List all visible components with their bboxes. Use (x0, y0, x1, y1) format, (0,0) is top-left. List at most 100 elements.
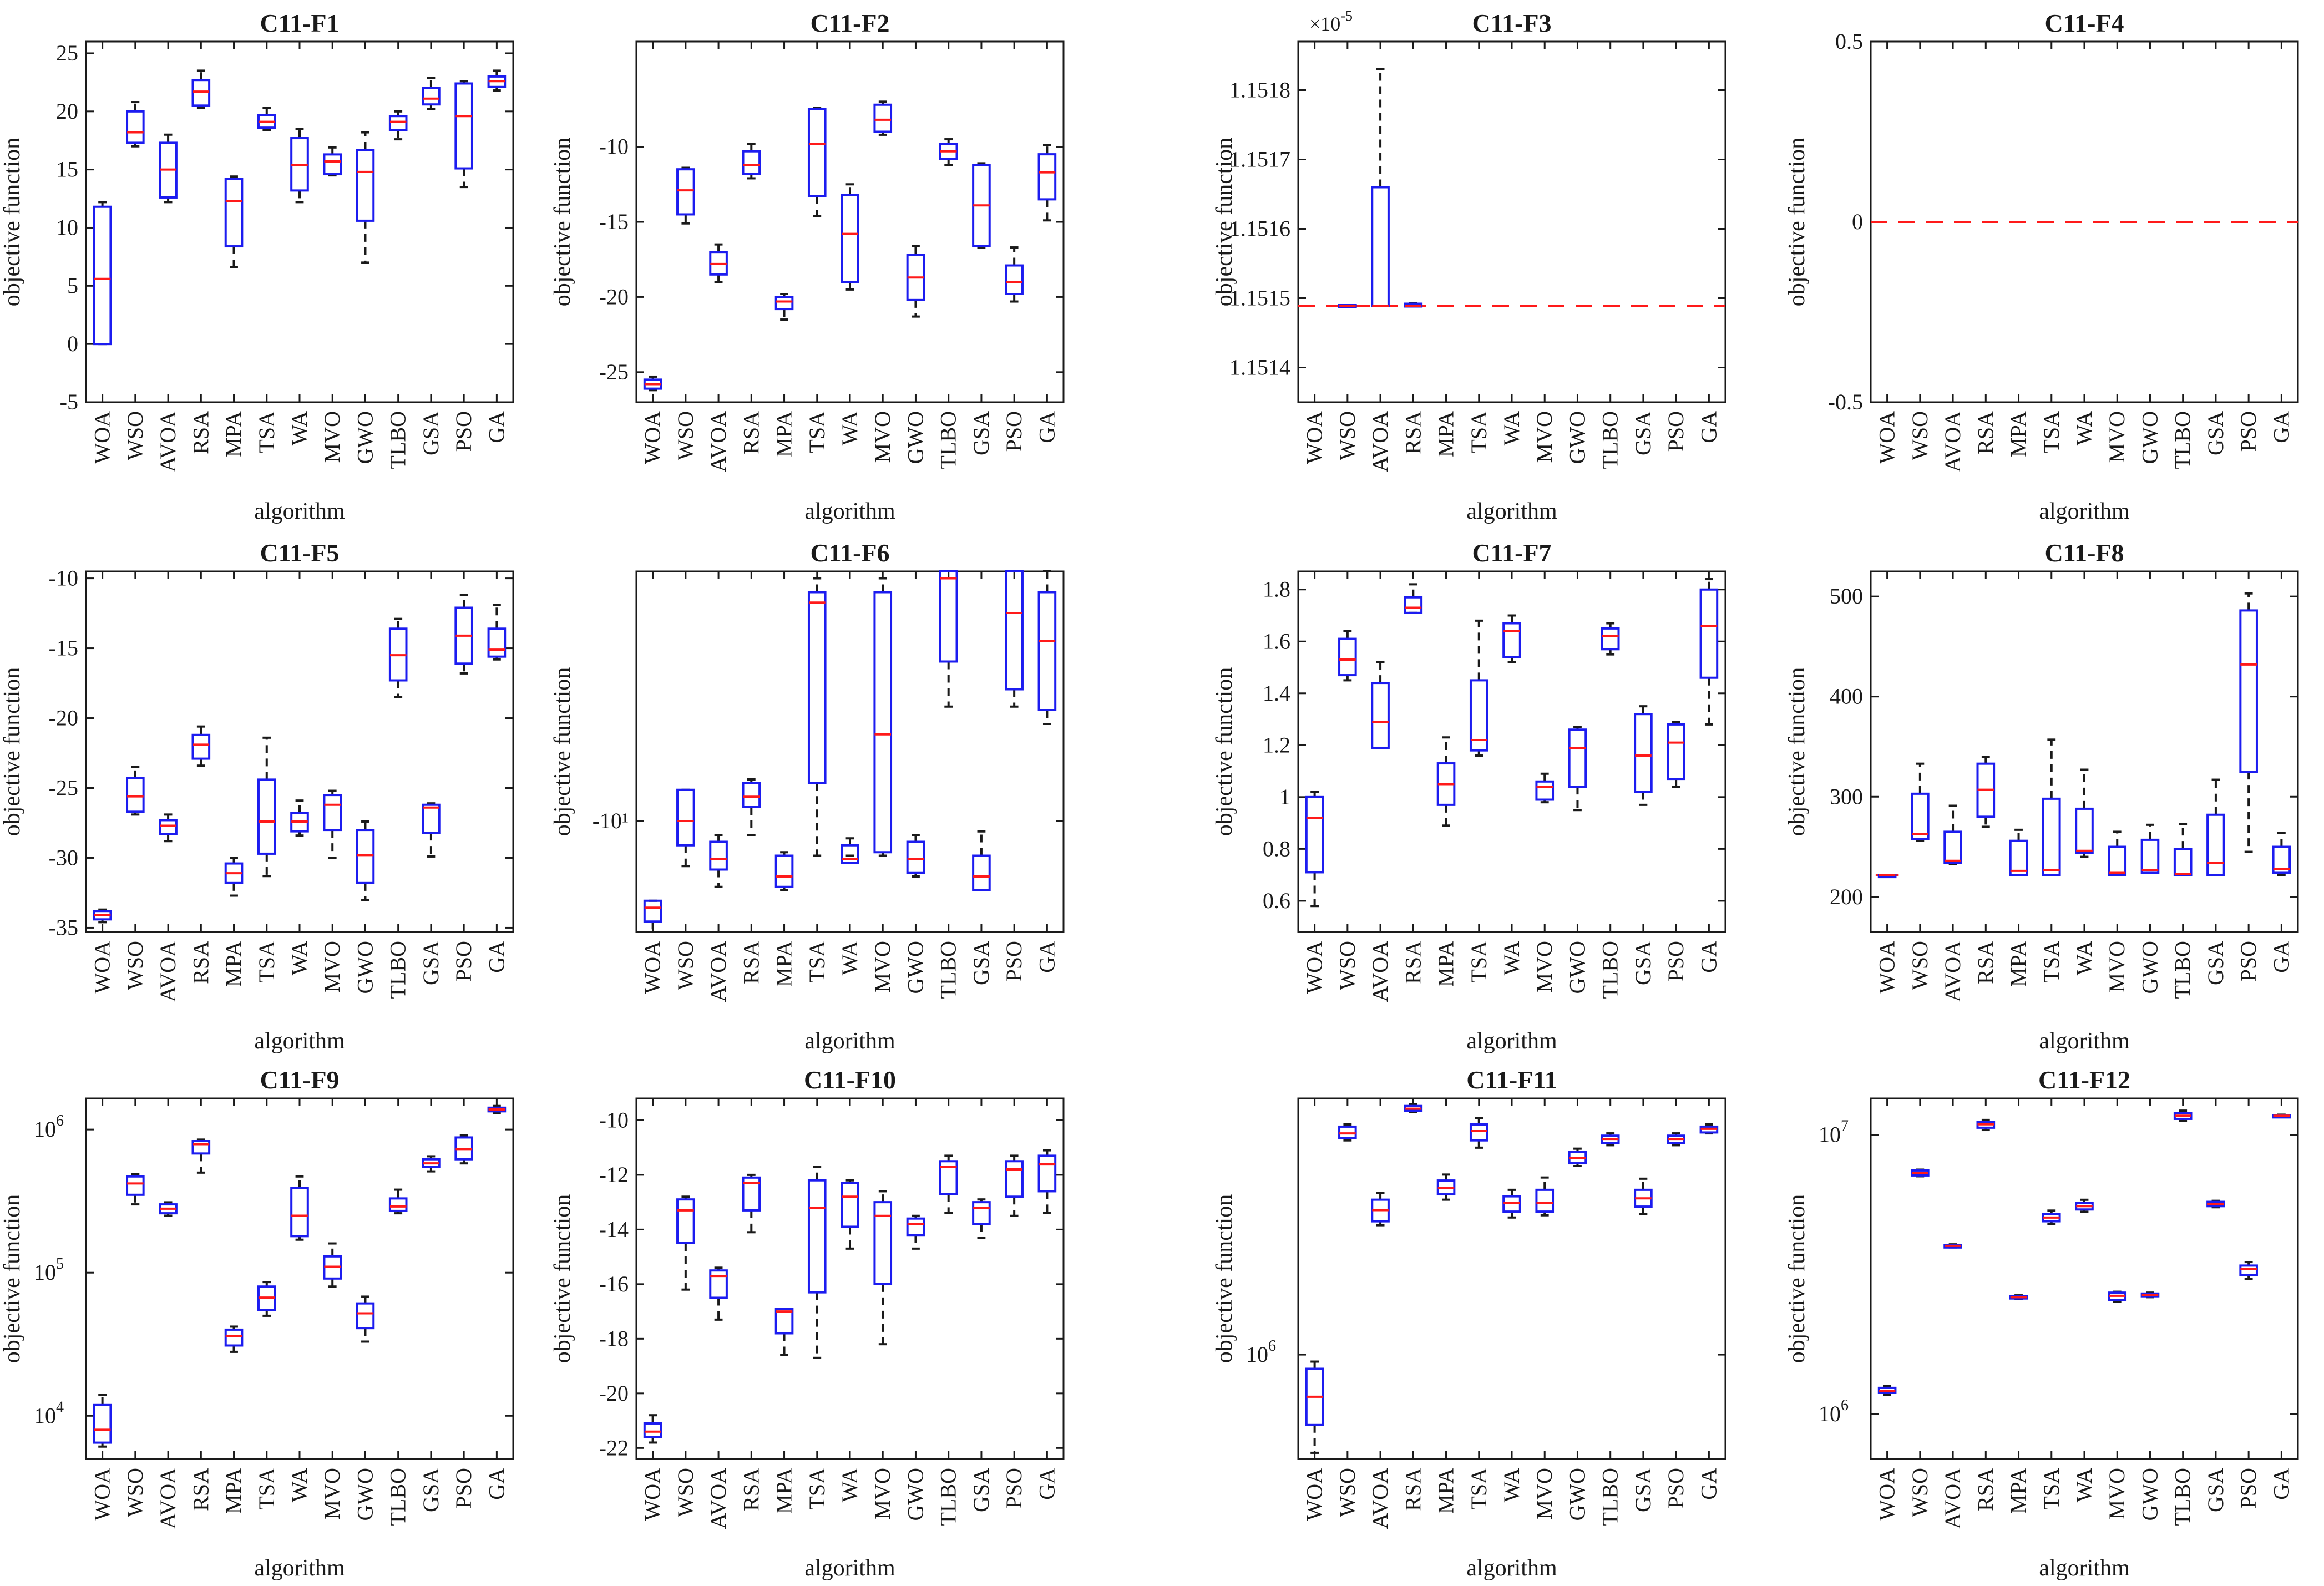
box-avoa (1371, 68, 1390, 307)
x-tick-label: GSA (2203, 1468, 2228, 1512)
box-mpa (2009, 828, 2028, 876)
subplot-title: C11-F12 (2038, 1066, 2130, 1094)
y-axis-label: objective function (1784, 667, 1810, 836)
y-axis-label: objective function (1212, 667, 1237, 836)
box-rect (323, 153, 342, 176)
x-tick-label: GWO (352, 411, 377, 464)
subplot-title: C11-F2 (810, 9, 889, 37)
y-tick-label: -20 (599, 1381, 629, 1406)
x-tick-label: AVOA (155, 411, 180, 473)
x-tick-label: RSA (188, 411, 213, 454)
y-tick-label: -12 (599, 1162, 629, 1187)
x-tick-label: PSO (1001, 411, 1026, 452)
x-tick-label: TSA (2039, 411, 2064, 453)
y-tick-label: -10 (49, 566, 78, 591)
x-tick-label: WA (837, 941, 862, 975)
box-wa (841, 1179, 859, 1250)
box-gwo (356, 820, 375, 901)
x-tick-label: TSA (2039, 941, 2064, 983)
box-avoa (1371, 661, 1390, 749)
y-axis-label: objective function (550, 1194, 575, 1363)
y-tick-label: 0 (1852, 209, 1863, 234)
box-rect (224, 1328, 244, 1347)
x-tick-label: WA (287, 411, 312, 445)
x-tick-label: AVOA (706, 941, 731, 1002)
box-gsa (2206, 778, 2225, 876)
box-ga (2272, 832, 2291, 876)
x-tick-label: AVOA (706, 411, 731, 473)
x-tick-label: TSA (804, 1468, 829, 1510)
y-tick-exponent: 6 (56, 1112, 64, 1129)
y-tick-label: 15 (56, 157, 78, 182)
y-tick-label: -20 (49, 706, 78, 731)
y-tick-label: 0.5 (1835, 29, 1863, 54)
box-tlbo (939, 138, 958, 166)
box-wa (841, 837, 859, 864)
x-tick-label: TLBO (1598, 1468, 1623, 1526)
x-tick-label: AVOA (155, 941, 180, 1002)
box-rect (841, 194, 859, 283)
x-tick-label: MVO (320, 1468, 345, 1519)
box-mvo (873, 577, 893, 857)
x-tick-label: MVO (1532, 941, 1557, 992)
box-wso (126, 1173, 145, 1206)
y-tick-label: 10 (56, 215, 78, 240)
box-rect (873, 591, 893, 854)
box-rect (742, 1176, 761, 1212)
box-rect (1005, 1160, 1024, 1198)
box-gsa (2206, 1199, 2225, 1209)
subplot-c11-f7: C11-F7 0.6 0.8 1 1.2 1.4 1.6 1.8 objective funct… (1212, 539, 1726, 1054)
x-axis-label: algorithm (254, 1555, 345, 1581)
y-tick-exponent: 4 (56, 1398, 64, 1416)
x-tick-label: WSO (673, 941, 698, 990)
x-tick-label: WA (2072, 941, 2097, 975)
box-pso (1005, 570, 1024, 708)
x-tick-label: WSO (1335, 941, 1360, 990)
box-ga (487, 604, 507, 661)
y-tick-label: -0.5 (1828, 389, 1863, 414)
box-tlbo (2173, 1109, 2193, 1122)
box-rect (388, 115, 408, 131)
box-rect (356, 149, 375, 222)
x-tick-label: GWO (2137, 941, 2162, 994)
subplot-c11-f8: C11-F8 200 300 400 500 objective function WOA W… (1784, 539, 2299, 1054)
x-tick-label: GSA (418, 941, 443, 985)
x-tick-label: RSA (1400, 411, 1425, 454)
x-axis-label: algorithm (254, 499, 345, 524)
subplot-title: C11-F9 (260, 1066, 339, 1094)
x-tick-label: AVOA (1368, 1468, 1393, 1529)
axis-exponent-label: ×10-5 (1309, 8, 1353, 35)
box-ga (487, 1104, 507, 1114)
x-tick-label: MPA (2006, 411, 2031, 457)
plot-frame (1870, 570, 2299, 933)
x-tick-label: MPA (2006, 941, 2031, 987)
box-gsa (1634, 705, 1653, 806)
box-mvo (323, 146, 342, 177)
box-rect (1404, 596, 1423, 614)
x-tick-label: TSA (254, 941, 279, 983)
box-tlbo (388, 1188, 408, 1215)
x-tick-label: WA (837, 411, 862, 445)
box-rect (2009, 839, 2028, 876)
box-rect (643, 899, 662, 923)
x-tick-label: PSO (2236, 941, 2261, 981)
box-tlbo (939, 570, 958, 708)
x-tick-label: WA (2072, 411, 2097, 445)
x-tick-label: PSO (451, 1468, 476, 1508)
box-rect (2272, 845, 2291, 874)
x-tick-label: GA (1696, 411, 1721, 443)
box-pso (1005, 246, 1024, 303)
x-tick-label: MPA (1434, 941, 1459, 987)
box-rect (774, 296, 794, 311)
x-tick-label: RSA (1400, 941, 1425, 984)
x-tick-label: GA (2269, 941, 2293, 973)
y-axis-label: objective function (550, 138, 575, 306)
x-tick-label: AVOA (1940, 941, 1965, 1002)
box-rect (93, 1403, 112, 1444)
x-tick-label: GSA (969, 941, 994, 985)
box-rect (972, 854, 991, 891)
x-tick-label: TSA (254, 1468, 279, 1510)
box-rsa (1976, 1118, 1996, 1132)
box-rect (1469, 1123, 1488, 1142)
box-rect (356, 829, 375, 884)
